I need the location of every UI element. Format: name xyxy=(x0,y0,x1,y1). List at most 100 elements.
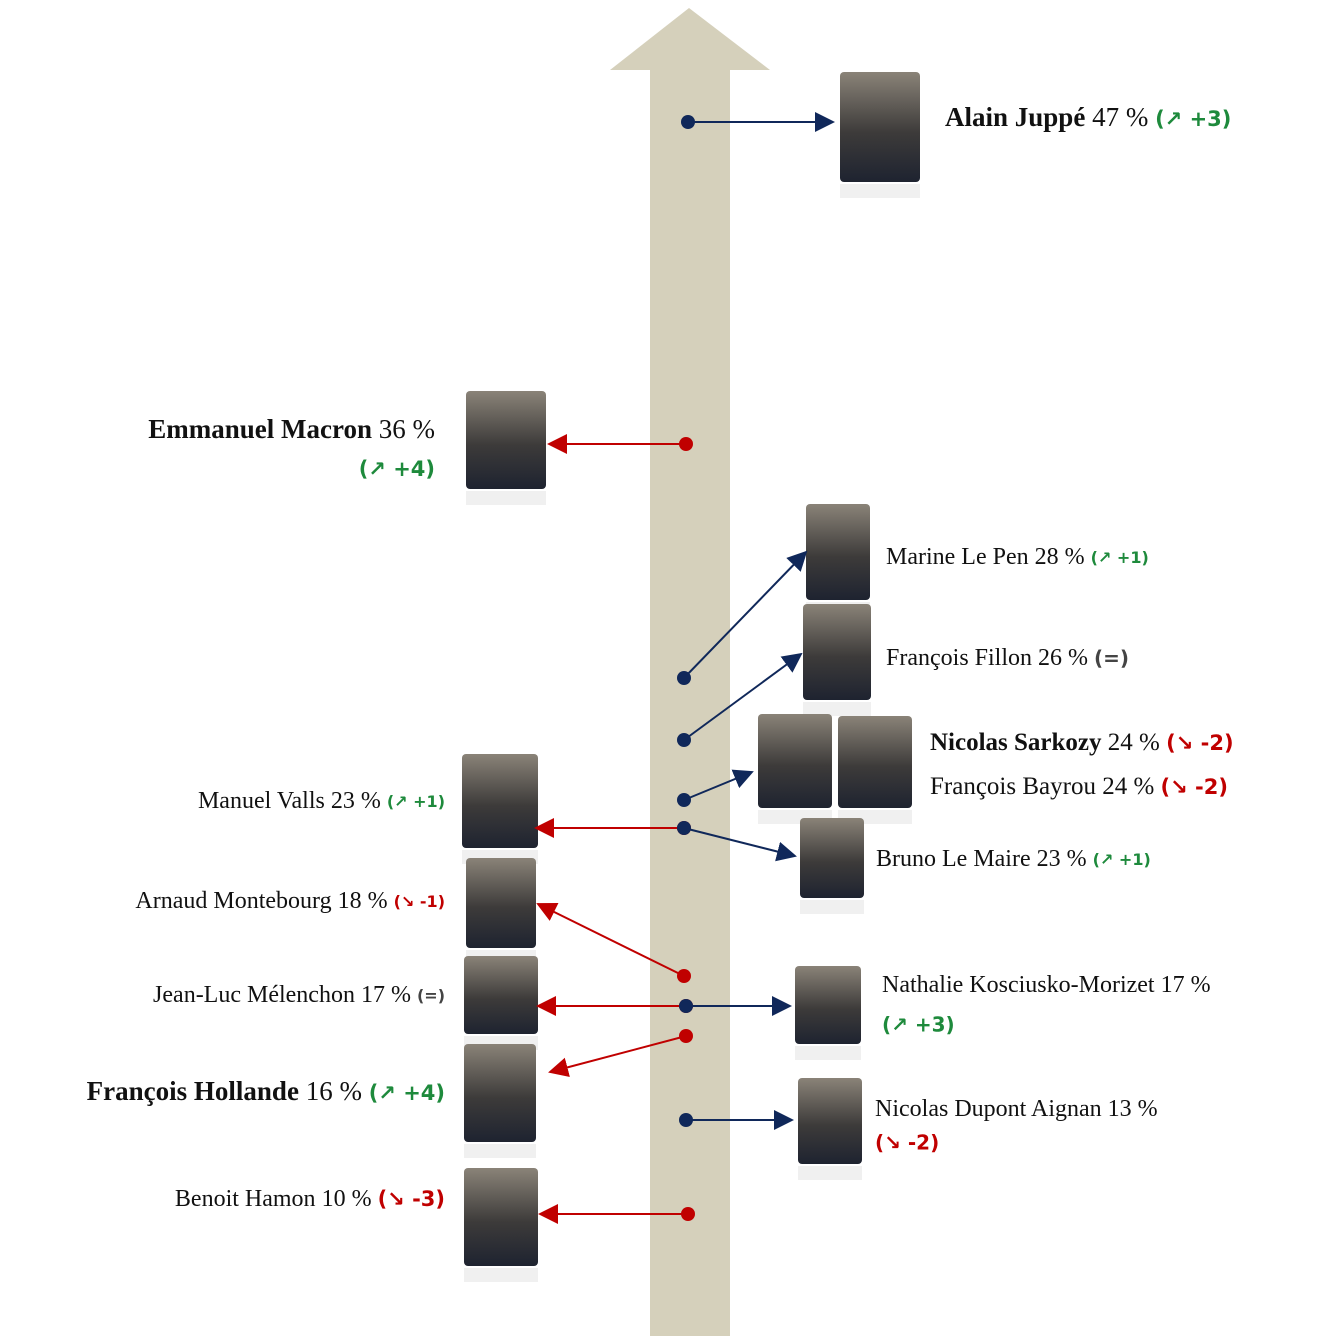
photo xyxy=(806,504,870,600)
candidate-score: 17 % xyxy=(1161,972,1211,998)
change: (↗ +4) xyxy=(359,457,435,481)
candidate-score: 10 % xyxy=(322,1186,372,1212)
candidate: Nathalie Kosciusko-Morizet 17 % (↗ +3) xyxy=(679,966,1211,1060)
photo-reflection xyxy=(798,1166,862,1180)
candidate-score: 26 % xyxy=(1038,645,1088,671)
candidate-name: Jean-Luc Mélenchon xyxy=(153,982,355,1008)
candidate-label: Alain Juppé 47 % (↗ +3) xyxy=(945,102,1231,132)
candidate-label: Marine Le Pen 28 % (↗ +1) xyxy=(886,544,1149,570)
change: (↘ -2) xyxy=(875,1131,939,1155)
candidate-score: 47 % xyxy=(1092,102,1148,132)
candidate-name: François Hollande xyxy=(87,1076,299,1106)
candidate-score: 23 % xyxy=(1037,846,1087,872)
photo xyxy=(838,716,912,808)
photo xyxy=(466,858,536,948)
candidate: Benoit Hamon 10 % (↘ -3) xyxy=(175,1168,695,1282)
dot xyxy=(677,671,691,685)
candidate-label: Jean-Luc Mélenchon 17 % (=) xyxy=(153,982,445,1008)
candidate-score: 13 % xyxy=(1108,1096,1158,1122)
change: (↗ +3) xyxy=(1155,107,1231,131)
candidate-name: Arnaud Montebourg xyxy=(135,888,331,914)
photo xyxy=(464,1168,538,1266)
candidate-label: Arnaud Montebourg 18 % (↘ -1) xyxy=(135,888,445,914)
candidate-name: Nicolas Sarkozy xyxy=(930,729,1102,756)
photo-reflection xyxy=(803,702,871,716)
photo xyxy=(795,966,861,1044)
candidate-score: 23 % xyxy=(331,788,381,814)
change: (↗ +4) xyxy=(369,1081,445,1105)
photo xyxy=(800,818,864,898)
dot xyxy=(679,999,693,1013)
dot xyxy=(677,793,691,807)
change: (↘ -2) xyxy=(1161,775,1228,799)
photo-reflection xyxy=(464,1268,538,1282)
candidate: François Hollande 16 % (↗ +4) xyxy=(87,1029,693,1158)
candidate-name: Emmanuel Macron xyxy=(148,414,372,444)
dot xyxy=(681,1207,695,1221)
photo xyxy=(803,604,871,700)
dot xyxy=(677,969,691,983)
candidate: Manuel Valls 23 % (↗ +1) xyxy=(198,754,691,864)
candidate-score: 36 % xyxy=(379,414,435,444)
photo-reflection xyxy=(840,184,920,198)
candidate-label: François Bayrou 24 % (↘ -2) xyxy=(930,773,1228,800)
candidate: Nicolas Dupont Aignan 13 % (↘ -2) xyxy=(679,1078,1158,1180)
candidate-name: Manuel Valls xyxy=(198,788,325,814)
dot xyxy=(677,821,691,835)
photo xyxy=(758,714,832,808)
candidate: Bruno Le Maire 23 % (↗ +1) xyxy=(677,818,1151,914)
photo xyxy=(466,391,546,489)
infographic: Alain Juppé 47 % (↗ +3) Emmanuel Macron 3… xyxy=(0,0,1317,1336)
candidate-label: Manuel Valls 23 % (↗ +1) xyxy=(198,788,445,814)
candidate-name: Nicolas Dupont Aignan xyxy=(875,1096,1102,1122)
change: (↘ -3) xyxy=(378,1187,445,1211)
photo xyxy=(462,754,538,848)
photo-reflection xyxy=(795,1046,861,1060)
photo xyxy=(798,1078,862,1164)
candidate-score: 18 % xyxy=(338,888,388,914)
candidate-name: Bruno Le Maire xyxy=(876,846,1031,872)
photo-reflection xyxy=(464,1144,536,1158)
candidate-label: Nathalie Kosciusko-Morizet 17 % xyxy=(882,972,1211,998)
candidate-score: 28 % xyxy=(1035,544,1085,570)
change: (↗ +1) xyxy=(1091,548,1149,567)
change: (↗ +3) xyxy=(882,1013,955,1037)
candidate-score: 24 % xyxy=(1102,773,1154,800)
candidate-score: 17 % xyxy=(361,982,411,1008)
candidate: Arnaud Montebourg 18 % (↘ -1) xyxy=(135,858,691,983)
candidate-label: Emmanuel Macron 36 % xyxy=(148,414,435,444)
candidate-name: Alain Juppé xyxy=(945,102,1085,132)
candidate: Nicolas Sarkozy 24 % (↘ -2) xyxy=(677,714,1234,824)
change: (↗ +1) xyxy=(387,792,445,811)
candidate: François Bayrou 24 % (↘ -2) xyxy=(930,773,1228,800)
photo-reflection xyxy=(466,491,546,505)
candidate-score: 24 % xyxy=(1108,729,1160,756)
candidate-name: François Bayrou xyxy=(930,773,1096,800)
dot xyxy=(681,115,695,129)
candidate: Jean-Luc Mélenchon 17 % (=) xyxy=(153,956,693,1050)
dot xyxy=(679,437,693,451)
change: (=) xyxy=(417,986,445,1005)
candidate-label: Benoit Hamon 10 % (↘ -3) xyxy=(175,1186,445,1212)
candidate-name: François Fillon xyxy=(886,645,1032,671)
photo-reflection xyxy=(800,900,864,914)
candidate-label: François Hollande 16 % (↗ +4) xyxy=(87,1076,445,1106)
candidate-name: Marine Le Pen xyxy=(886,544,1029,570)
candidate-name: Benoit Hamon xyxy=(175,1186,316,1212)
photo xyxy=(464,1044,536,1142)
photo xyxy=(840,72,920,182)
change: (↘ -2) xyxy=(1166,731,1233,755)
candidate-label: Nicolas Dupont Aignan 13 % xyxy=(875,1096,1158,1122)
dot xyxy=(679,1029,693,1043)
dot xyxy=(679,1113,693,1127)
candidate-label: Nicolas Sarkozy 24 % (↘ -2) xyxy=(930,729,1234,756)
candidate: Alain Juppé 47 % (↗ +3) xyxy=(681,72,1231,198)
dot xyxy=(677,733,691,747)
candidate-score: 16 % xyxy=(306,1076,362,1106)
change: (↗ +1) xyxy=(1093,850,1151,869)
candidate: Emmanuel Macron 36 % (↗ +4) xyxy=(148,391,693,505)
candidate-label: Bruno Le Maire 23 % (↗ +1) xyxy=(876,846,1151,872)
candidate-name: Nathalie Kosciusko-Morizet xyxy=(882,972,1155,998)
change: (↘ -1) xyxy=(394,892,445,911)
candidate-label: François Fillon 26 % (=) xyxy=(886,645,1129,671)
